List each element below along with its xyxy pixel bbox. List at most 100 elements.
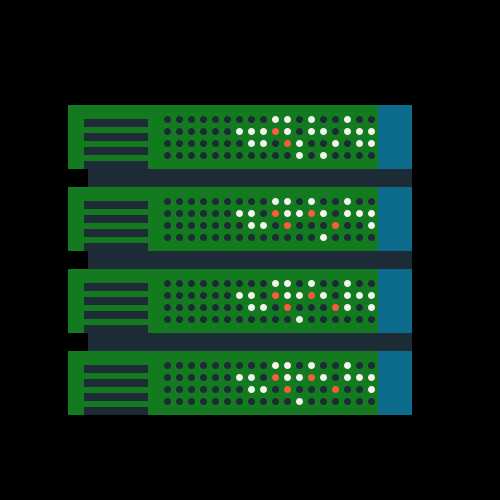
led-dot: [200, 140, 207, 147]
led-dot: [236, 398, 243, 405]
led-dot: [332, 304, 339, 311]
led-dot: [344, 128, 351, 135]
led-dot: [164, 222, 171, 229]
led-dot: [236, 374, 243, 381]
led-dot: [260, 398, 267, 405]
led-dot: [164, 152, 171, 159]
led-dot: [296, 292, 303, 299]
led-dot: [368, 398, 375, 405]
led-dot: [236, 386, 243, 393]
led-dot: [212, 398, 219, 405]
led-dot: [272, 210, 279, 217]
led-dot: [320, 198, 327, 205]
led-dot: [212, 222, 219, 229]
unit-body: [68, 351, 378, 415]
led-dot: [368, 374, 375, 381]
led-dot: [332, 280, 339, 287]
led-dot: [296, 128, 303, 135]
led-dot: [332, 374, 339, 381]
led-dot: [344, 210, 351, 217]
led-dot: [320, 222, 327, 229]
led-dot: [188, 222, 195, 229]
unit-shadow: [88, 333, 412, 351]
led-dot: [212, 116, 219, 123]
led-dot: [164, 304, 171, 311]
led-dot: [248, 234, 255, 241]
led-dot: [236, 210, 243, 217]
led-dot: [236, 234, 243, 241]
led-dot: [164, 140, 171, 147]
led-dot: [176, 304, 183, 311]
led-dot: [200, 398, 207, 405]
led-dot: [188, 362, 195, 369]
led-dot: [284, 374, 291, 381]
led-dot: [236, 198, 243, 205]
led-dot: [320, 280, 327, 287]
led-dot: [344, 304, 351, 311]
led-dot: [260, 210, 267, 217]
led-dot: [284, 140, 291, 147]
led-dot: [344, 316, 351, 323]
led-dot: [344, 234, 351, 241]
led-dot: [212, 128, 219, 135]
led-dot: [260, 128, 267, 135]
led-dot: [260, 198, 267, 205]
led-dot: [212, 304, 219, 311]
led-dot: [200, 210, 207, 217]
led-dot: [188, 280, 195, 287]
led-dot: [224, 280, 231, 287]
led-dot: [356, 374, 363, 381]
led-dot: [248, 152, 255, 159]
led-dot: [332, 152, 339, 159]
led-dot: [296, 374, 303, 381]
led-dot: [164, 210, 171, 217]
led-dot: [176, 152, 183, 159]
led-dot: [368, 386, 375, 393]
vent-bar: [84, 243, 148, 251]
led-dot: [224, 234, 231, 241]
led-dot: [272, 222, 279, 229]
led-dot: [224, 222, 231, 229]
unit-shadow: [88, 169, 412, 187]
led-dot: [296, 398, 303, 405]
led-dot: [356, 128, 363, 135]
led-dot: [368, 116, 375, 123]
led-dot: [164, 198, 171, 205]
led-dot: [188, 304, 195, 311]
led-dot: [320, 398, 327, 405]
led-dot: [164, 128, 171, 135]
vent-bar: [84, 311, 148, 319]
led-dot: [272, 362, 279, 369]
led-dot: [332, 362, 339, 369]
led-dot: [164, 362, 171, 369]
led-dot: [308, 280, 315, 287]
led-dot: [344, 198, 351, 205]
led-dot: [272, 398, 279, 405]
led-dot: [188, 234, 195, 241]
led-dot: [260, 386, 267, 393]
led-dot: [212, 292, 219, 299]
led-dot: [212, 280, 219, 287]
led-dot: [368, 128, 375, 135]
led-dot: [272, 386, 279, 393]
led-dot: [284, 210, 291, 217]
led-dot: [200, 316, 207, 323]
led-dot: [356, 234, 363, 241]
vent-bar: [84, 133, 148, 141]
led-dot: [332, 116, 339, 123]
led-dot: [332, 316, 339, 323]
led-dot: [284, 198, 291, 205]
led-dot: [260, 222, 267, 229]
led-dot: [272, 152, 279, 159]
vent-bar: [84, 365, 148, 373]
led-dot: [296, 316, 303, 323]
led-dot: [272, 140, 279, 147]
led-dot: [284, 128, 291, 135]
vent-bar: [84, 201, 148, 209]
led-dot: [260, 292, 267, 299]
led-dot: [272, 374, 279, 381]
led-dot: [308, 152, 315, 159]
led-dot: [308, 316, 315, 323]
led-dot: [248, 398, 255, 405]
led-dot: [188, 374, 195, 381]
